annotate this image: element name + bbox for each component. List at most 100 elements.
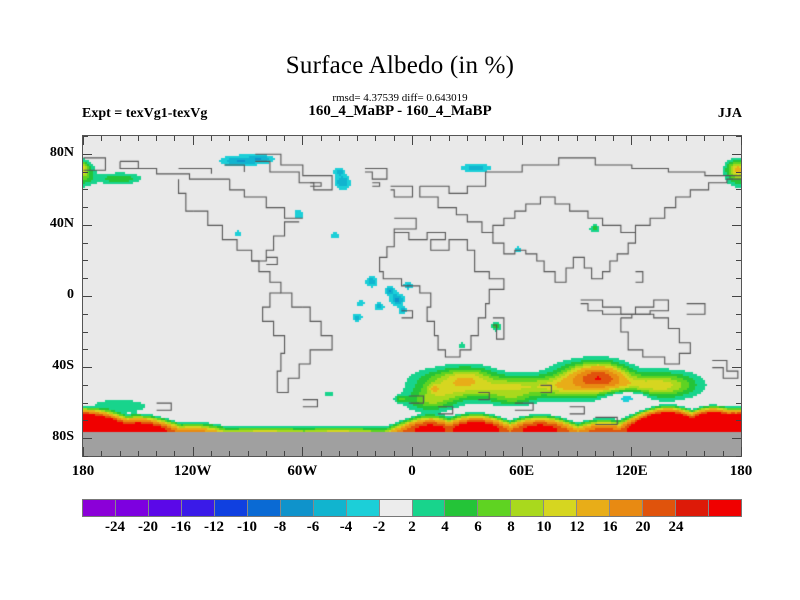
colorbar-segment: [346, 500, 380, 516]
season-label: JJA: [717, 106, 742, 121]
y-axis-tick: [732, 153, 741, 155]
x-axis-tick: [485, 136, 487, 141]
x-axis-tick: [119, 136, 121, 141]
colorbar-segment: [379, 500, 413, 516]
x-axis-tick: [631, 136, 633, 145]
y-axis-tick: [736, 171, 741, 173]
colorbar-segment: [181, 500, 215, 516]
x-axis-tick: [576, 136, 578, 141]
y-axis-tick-label: 40S: [52, 358, 74, 374]
x-axis-tick: [156, 451, 158, 456]
map-frame: [82, 135, 742, 457]
colorbar-segment: [676, 500, 710, 516]
y-axis-tick: [736, 420, 741, 422]
x-axis-tick: [521, 136, 523, 145]
y-axis-tick: [732, 367, 741, 369]
x-axis-tick: [247, 451, 249, 456]
colorbar-segment: [544, 500, 578, 516]
y-axis-tick: [83, 313, 88, 315]
y-axis-tick: [83, 331, 88, 333]
x-axis-tick-label: 120E: [615, 463, 648, 479]
x-axis-tick: [667, 136, 669, 141]
y-axis-tick: [736, 260, 741, 262]
x-axis-tick: [210, 451, 212, 456]
y-axis-tick: [83, 136, 88, 137]
colorbar-tick-label: -8: [273, 519, 287, 535]
colorbar-tick-label: 8: [507, 519, 515, 535]
colorbar-tick-label: -12: [204, 519, 224, 535]
y-axis-tick: [83, 224, 92, 226]
x-axis-tick-label: 180: [71, 463, 95, 479]
x-axis-tick: [521, 447, 523, 456]
y-axis-tick: [83, 456, 88, 457]
y-axis-tick: [83, 171, 88, 173]
colorbar-segment: [83, 500, 116, 516]
y-axis-tick: [732, 438, 741, 440]
y-axis-tick: [83, 189, 88, 191]
x-axis-tick: [631, 447, 633, 456]
colorbar-tick-label: 2: [408, 519, 416, 535]
x-axis-tick: [503, 136, 505, 141]
case-annotation: 160_4_MaBP - 160_4_MaBP: [308, 103, 492, 119]
x-axis-tick: [466, 451, 468, 456]
colorbar-segment: [412, 500, 446, 516]
y-axis-tick: [736, 313, 741, 315]
x-axis-tick: [247, 136, 249, 141]
y-axis-tick: [83, 278, 88, 280]
x-axis-tick: [704, 451, 706, 456]
x-axis-tick: [722, 451, 724, 456]
x-axis-tick-label: 0: [408, 463, 416, 479]
x-axis-tick: [83, 447, 84, 456]
y-axis-tick: [83, 384, 88, 386]
map-plot: [82, 135, 742, 457]
y-axis-tick: [736, 189, 741, 191]
x-axis-tick: [284, 451, 286, 456]
x-axis-tick: [704, 136, 706, 141]
x-axis-tick: [430, 136, 432, 141]
map-data-canvas: [83, 136, 741, 456]
y-axis-tick: [83, 260, 88, 262]
x-axis-tick: [485, 451, 487, 456]
y-axis-tick: [83, 349, 88, 351]
y-axis-tick: [736, 331, 741, 333]
x-axis-tick: [594, 136, 596, 141]
x-axis-tick: [741, 447, 742, 456]
colorbar-segment: [313, 500, 347, 516]
x-axis-tick: [192, 447, 194, 456]
x-axis-tick: [101, 136, 103, 141]
colorbar-tick-label: 24: [668, 519, 684, 535]
y-axis-tick-label: 0: [67, 287, 74, 302]
x-axis-tick: [302, 447, 304, 456]
colorbar-tick-label: -24: [105, 519, 125, 535]
colorbar-segment: [511, 500, 545, 516]
x-axis-tick: [539, 451, 541, 456]
rmsd-annotation: rmsd= 4.37539 diff= 0.643019: [332, 92, 468, 104]
x-axis-tick: [338, 451, 340, 456]
y-axis-tick: [736, 349, 741, 351]
colorbar-segment: [478, 500, 512, 516]
y-axis-tick: [83, 402, 88, 404]
colorbar-tick-label: 20: [635, 519, 651, 535]
y-axis-tick: [732, 296, 741, 297]
x-axis-tick: [448, 451, 450, 456]
x-axis-tick: [466, 136, 468, 141]
colorbar-segment: [214, 500, 248, 516]
x-axis-tick: [229, 451, 231, 456]
colorbar-tick-label: 4: [441, 519, 449, 535]
x-axis-tick: [722, 136, 724, 141]
x-axis-tick: [686, 136, 688, 141]
colorbar-segment: [709, 500, 742, 516]
x-axis-tick: [357, 451, 359, 456]
x-axis-tick: [174, 451, 176, 456]
y-axis-tick: [83, 296, 92, 297]
x-axis-tick: [174, 136, 176, 141]
colorbar-segment: [610, 500, 644, 516]
x-axis-tick: [375, 136, 377, 141]
y-axis-tick: [732, 224, 741, 226]
y-axis-tick: [736, 384, 741, 386]
x-axis-tick: [539, 136, 541, 141]
colorbar-segment: [247, 500, 281, 516]
x-axis-tick: [412, 447, 413, 456]
x-axis-tick: [265, 451, 267, 456]
